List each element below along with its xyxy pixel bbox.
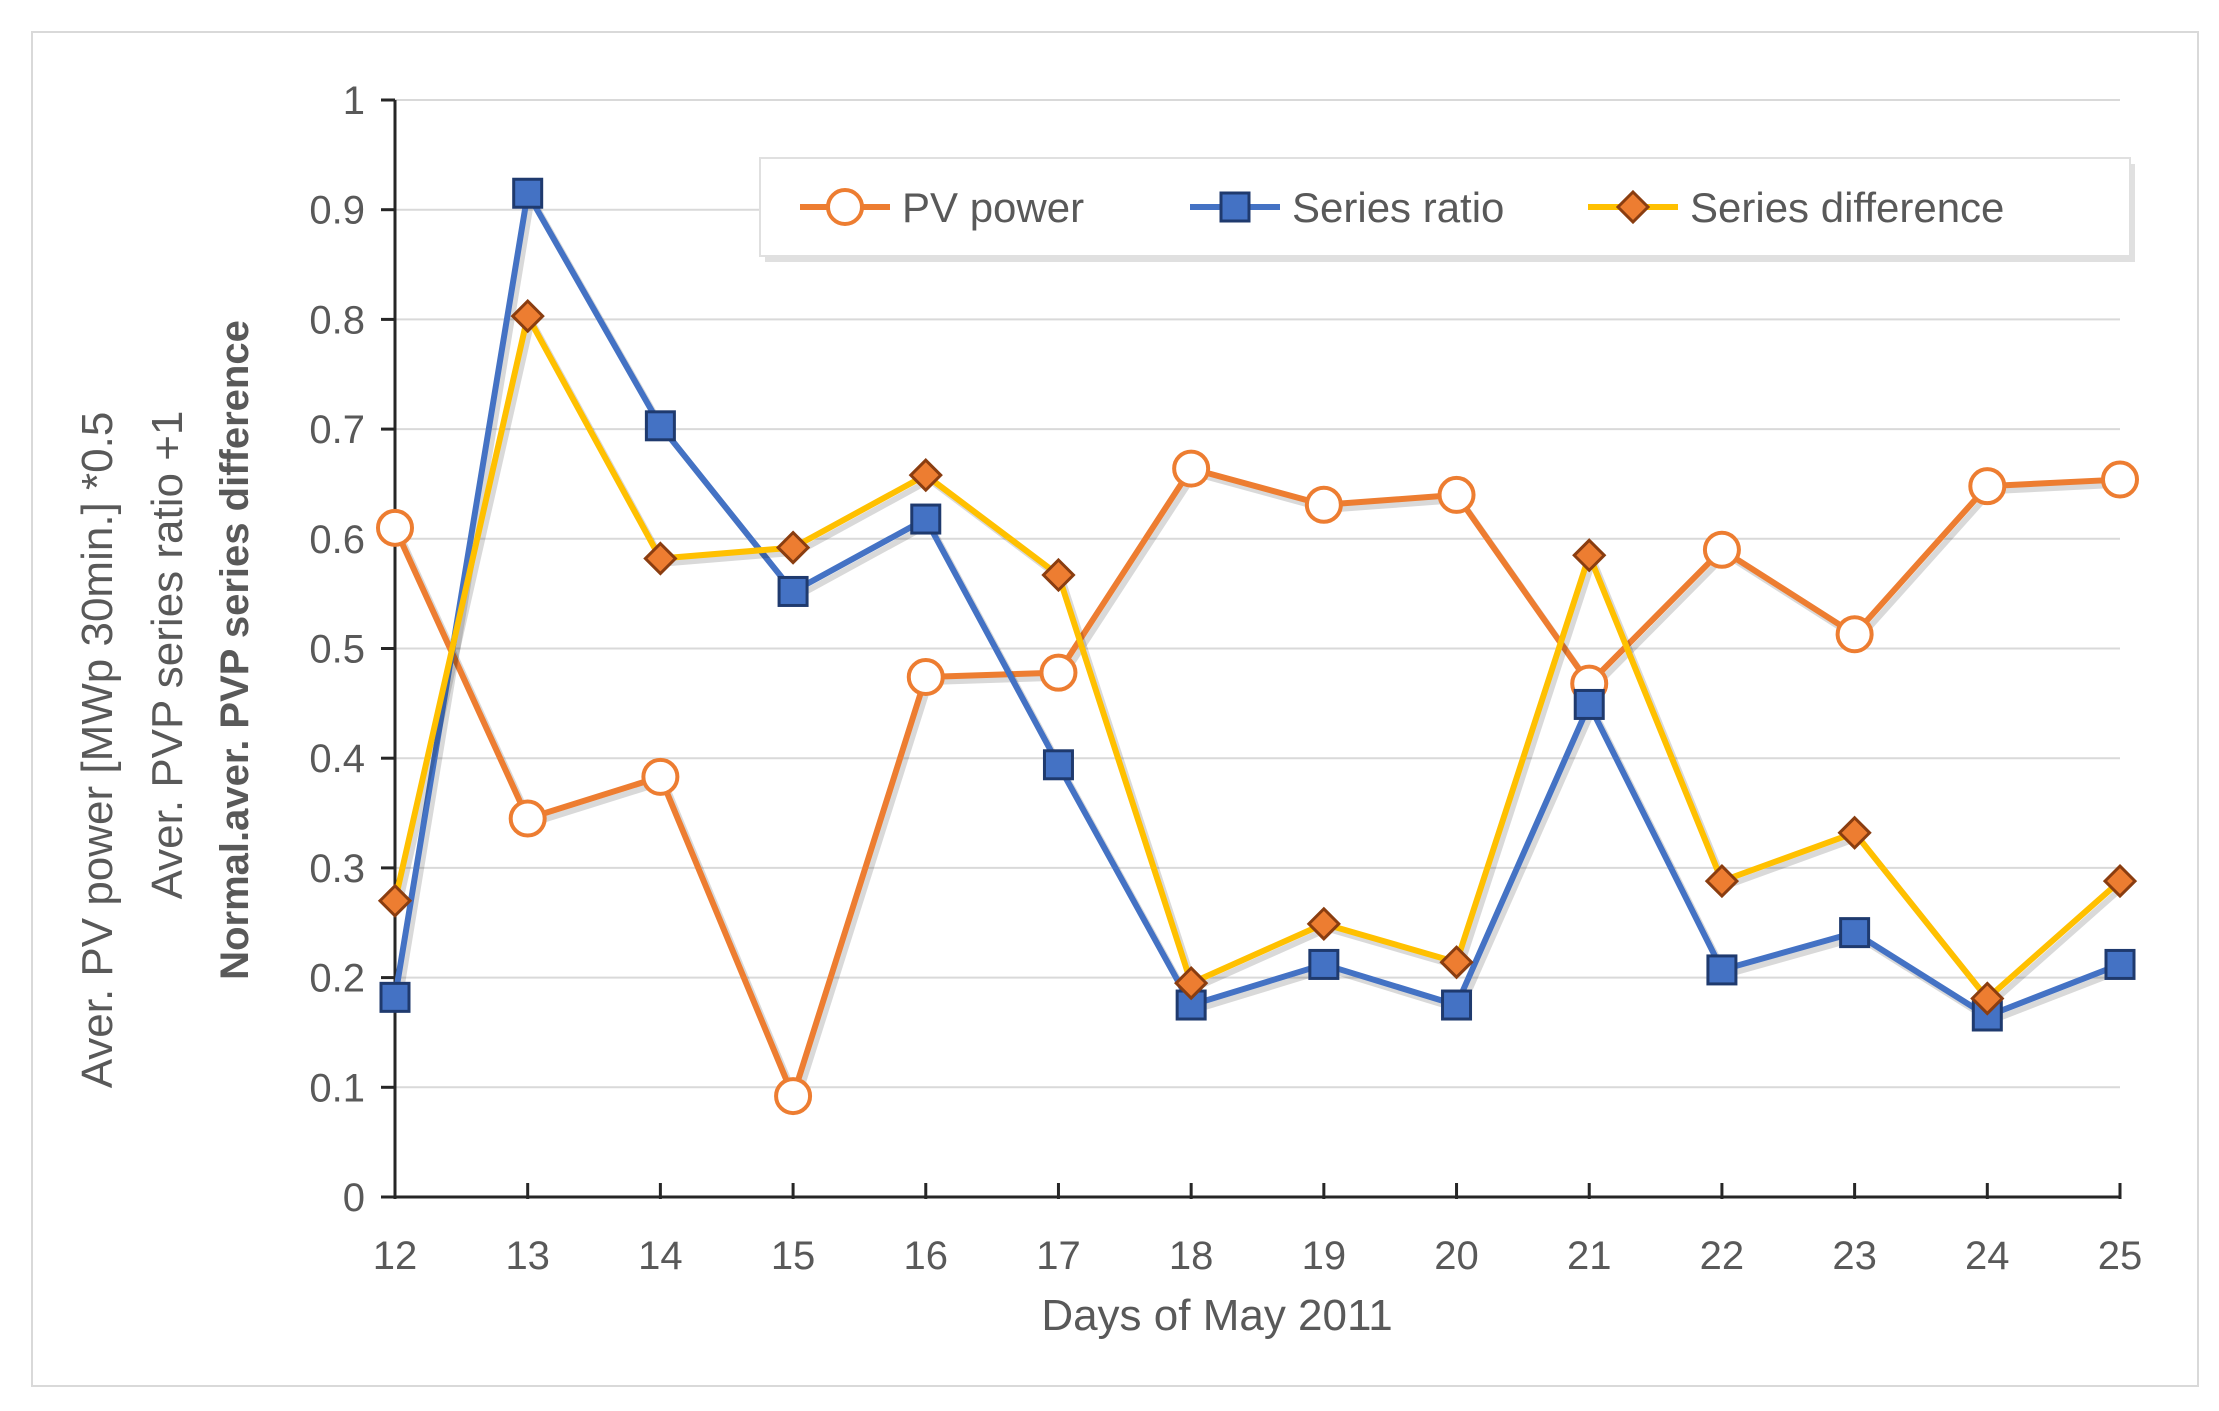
x-tick-label: 25 xyxy=(2098,1234,2143,1278)
series-line-series-ratio xyxy=(392,190,2122,1019)
data-point-pv-power xyxy=(1968,467,2007,506)
x-tick-label: 20 xyxy=(1434,1234,1479,1278)
data-point-pv-power xyxy=(1172,449,1211,488)
y-axis-title-line-1: Aver. PV power [MWp 30min.] *0.5 xyxy=(73,412,122,1089)
data-point-series-difference xyxy=(1704,863,1740,899)
data-point-series-difference xyxy=(1572,538,1607,573)
legend-label-series-ratio: Series ratio xyxy=(1292,184,1504,231)
data-point-series-ratio xyxy=(777,575,809,607)
x-tick-label: 14 xyxy=(638,1234,683,1278)
x-tick-label: 13 xyxy=(505,1234,550,1278)
data-point-pv-power xyxy=(1437,475,1476,514)
data-point-pv-power xyxy=(508,799,547,838)
y-tick-label: 0.1 xyxy=(309,1066,365,1110)
x-tick-label: 24 xyxy=(1965,1234,2010,1278)
data-point-series-difference xyxy=(510,298,545,334)
data-point-series-ratio xyxy=(644,410,676,442)
data-point-pv-power xyxy=(1835,615,1874,654)
data-point-series-difference xyxy=(1174,965,1209,1001)
axes: 0 0.1 0.2 0.3 0.4 0.5 0.6 0.7 0.8 0.9 1 12 13 14 15 16 1… xyxy=(309,79,2142,1278)
data-point-series-ratio xyxy=(1706,954,1738,986)
series-shadow-series-difference xyxy=(396,318,2126,1007)
data-point-series-ratio xyxy=(379,981,411,1013)
y-tick-label: 0 xyxy=(343,1176,365,1220)
data-point-series-ratio xyxy=(1308,948,1340,980)
data-point-pv-power xyxy=(376,508,414,547)
data-point-series-difference xyxy=(1837,815,1872,850)
legend-label-pv-power: PV power xyxy=(902,184,1084,231)
data-point-series-difference xyxy=(643,541,678,576)
data-point-series-difference xyxy=(1970,981,2005,1016)
x-tick-label: 22 xyxy=(1700,1234,1745,1278)
series-line-pv-power xyxy=(392,465,2121,1100)
legend: PV power Series ratio Series difference xyxy=(759,157,2135,262)
y-tick-label: 1 xyxy=(343,79,365,123)
data-point-pv-power xyxy=(1702,530,1741,569)
x-tick-label: 21 xyxy=(1567,1234,1612,1278)
data-point-pv-power xyxy=(1304,485,1343,524)
y-tick-label: 0.8 xyxy=(309,298,365,342)
legend-box xyxy=(759,157,2131,257)
legend-marker-pv-power xyxy=(826,188,864,226)
y-tick-label: 0.9 xyxy=(309,189,365,233)
data-point-series-difference xyxy=(908,458,943,493)
data-point-series-ratio xyxy=(1573,688,1605,720)
data-point-series-difference xyxy=(377,883,413,918)
y-tick-label: 0.2 xyxy=(309,957,365,1001)
data-point-series-ratio xyxy=(2104,948,2136,980)
data-point-series-difference xyxy=(1306,906,1341,941)
data-point-pv-power xyxy=(1039,653,1078,692)
data-point-series-ratio xyxy=(910,503,942,535)
legend-marker-series-ratio xyxy=(1219,191,1251,223)
y-tick-label: 0.7 xyxy=(309,408,365,452)
y-tick-label: 0.3 xyxy=(309,847,365,891)
data-point-series-difference xyxy=(775,530,811,565)
data-point-series-difference xyxy=(1041,557,1076,593)
data-point-series-ratio xyxy=(1441,989,1473,1021)
data-point-series-ratio xyxy=(512,177,544,209)
axis-titles: Days of May 2011 Aver. PV power [MWp 30m… xyxy=(73,320,1393,1340)
data-point-pv-power xyxy=(774,1077,813,1116)
y-tick-label: 0.6 xyxy=(309,518,365,562)
data-point-pv-power xyxy=(2101,460,2139,499)
y-axis-title-line-3: Normal.aver. PVP series difference xyxy=(213,320,257,980)
y-tick-label: 0.5 xyxy=(309,628,365,672)
x-tick-label: 18 xyxy=(1169,1234,1214,1278)
x-tick-label: 12 xyxy=(373,1234,418,1278)
data-point-pv-power xyxy=(641,757,680,796)
y-axis-title-line-2: Aver. PVP series ratio +1 xyxy=(143,411,192,900)
data-point-series-difference xyxy=(1439,945,1474,980)
x-tick-label: 19 xyxy=(1302,1234,1347,1278)
legend-marker-series-difference xyxy=(1615,189,1651,225)
x-tick-label: 23 xyxy=(1832,1234,1877,1278)
x-axis-title: Days of May 2011 xyxy=(1041,1291,1392,1340)
x-tick-label: 15 xyxy=(771,1234,816,1278)
series-line-series-difference xyxy=(392,313,2122,1002)
data-point-series-ratio xyxy=(1042,749,1074,781)
data-point-series-ratio xyxy=(1839,917,1871,949)
y-tick-label: 0.4 xyxy=(309,737,365,781)
data-point-series-difference xyxy=(2102,863,2138,899)
legend-label-series-difference: Series difference xyxy=(1690,184,2004,231)
data-point-pv-power xyxy=(906,658,945,697)
x-tick-label: 16 xyxy=(904,1234,949,1278)
series-group xyxy=(376,177,2139,1116)
x-tick-label: 17 xyxy=(1036,1234,1081,1278)
chart-border xyxy=(31,31,2199,1387)
